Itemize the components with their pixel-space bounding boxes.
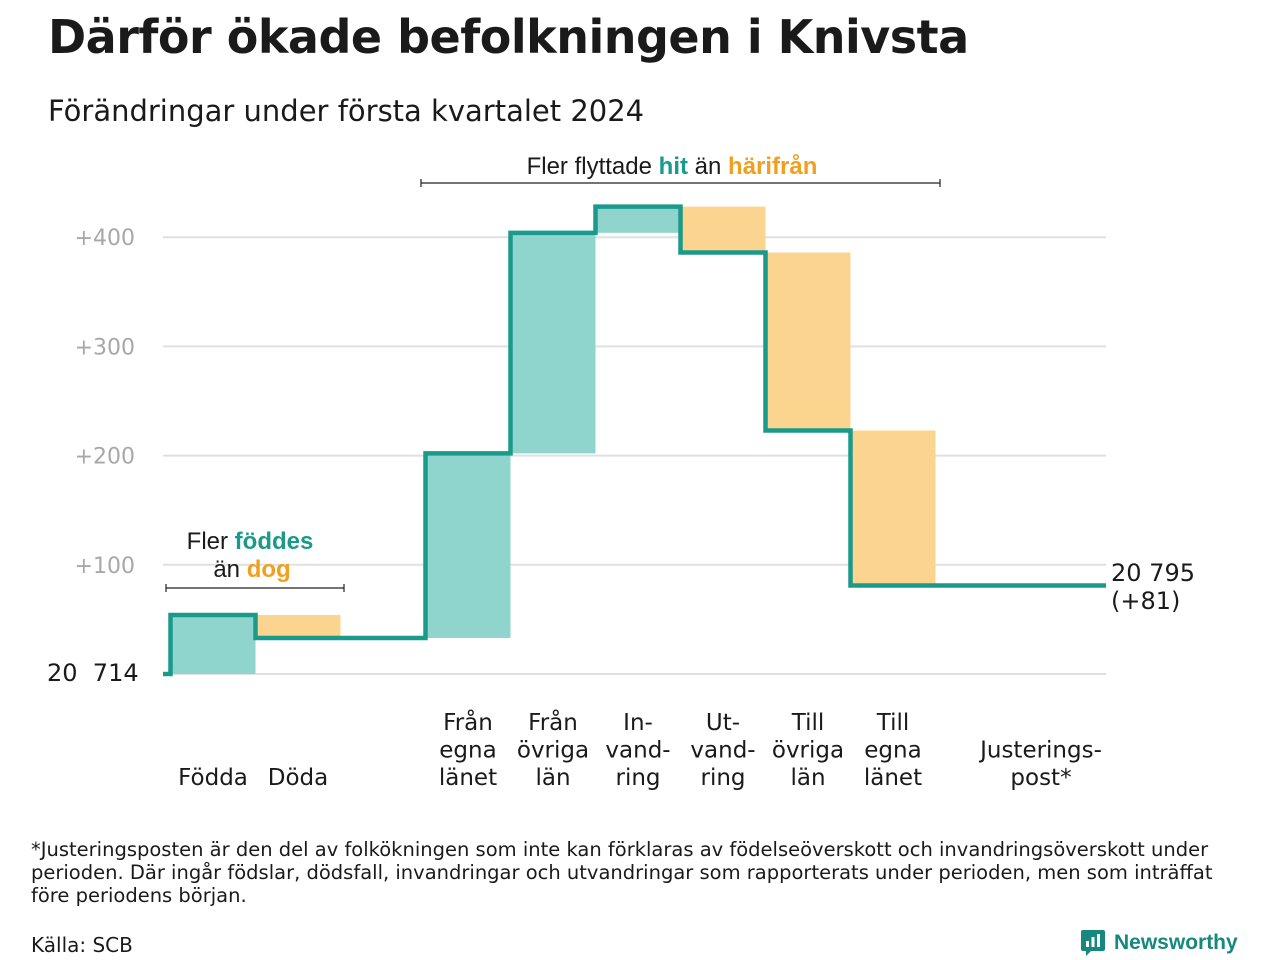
migration-anno-orange: härifrån	[728, 153, 817, 180]
waterfall-chart: +100+200+300+400 Födda DödaFrånegnalänetF…	[47, 153, 1203, 791]
births-annotation: Fler föddes än dog	[165, 528, 345, 592]
brand-name: Newsworthy	[1114, 931, 1238, 954]
migration-anno-middle: än	[695, 153, 722, 180]
bar-från-övriga-län	[510, 232, 596, 454]
svg-text:Fler föddes: Fler föddes	[187, 528, 314, 555]
category-label: Ut-	[706, 710, 740, 736]
category-label: ring	[615, 765, 660, 791]
brand-logo: Newsworthy	[1080, 928, 1238, 958]
category-label: övriga	[772, 738, 844, 764]
bar-födda	[170, 615, 256, 674]
category-label: länet	[439, 765, 497, 791]
svg-text:Fler flyttade hit: Fler flyttade hit än härifrån	[527, 153, 818, 180]
category-label: vand-	[690, 738, 755, 764]
running-total-line	[163, 204, 1106, 677]
category-label: Till	[791, 710, 825, 736]
category-label: vand-	[605, 738, 670, 764]
end-value-label: 20 795 (+81)	[1111, 559, 1203, 615]
category-label: egna	[439, 738, 496, 764]
end-population: 20 795	[1111, 559, 1195, 587]
migration-annotation: Fler flyttade hit än härifrån	[420, 153, 941, 187]
category-label: ring	[700, 765, 745, 791]
births-anno-teal: föddes	[235, 528, 314, 555]
source-label: Källa: SCB	[31, 933, 133, 957]
category-label: In-	[623, 710, 653, 736]
births-anno-fler: Fler	[187, 528, 228, 555]
bar-döda	[255, 615, 341, 638]
bar-från-egna-länet	[425, 453, 511, 638]
migration-anno-teal: hit	[659, 153, 688, 180]
footnote: *Justeringsposten är den del av folkökni…	[31, 838, 1213, 907]
births-anno-orange: dog	[247, 556, 291, 583]
category-label: övriga	[517, 738, 589, 764]
bar-invandring	[595, 206, 681, 233]
chart-title: Därför ökade befolkningen i Knivsta	[48, 10, 969, 64]
category-label: Födda	[178, 765, 248, 791]
gridlines	[163, 236, 1106, 675]
category-labels: Födda DödaFrånegnalänetFrånövrigalänIn-va…	[178, 708, 1102, 791]
bar-utvandring	[680, 206, 766, 253]
end-change: (+81)	[1111, 587, 1180, 615]
chart-subtitle: Förändringar under första kvartalet 2024	[48, 94, 645, 128]
y-tick-labels: +100 +200 +300 +400	[75, 226, 135, 579]
y-tick-label: +300	[75, 335, 135, 360]
svg-text:än dog: än dog	[213, 556, 290, 583]
y-tick-label: +400	[75, 226, 135, 251]
migration-anno-prefix: Fler flyttade	[527, 153, 652, 180]
running-total-step-line	[163, 204, 1106, 677]
y-tick-label: +200	[75, 445, 135, 470]
category-label: egna	[864, 738, 921, 764]
newsworthy-logo-icon	[1081, 930, 1105, 956]
bars	[170, 206, 936, 674]
category-label: Från	[443, 708, 493, 736]
category-label: post*	[1010, 765, 1071, 791]
start-value-label: 20 714	[47, 659, 139, 687]
category-label: Justerings-	[978, 738, 1102, 764]
category-label: Döda	[268, 765, 328, 791]
category-label: län	[535, 765, 570, 791]
y-tick-label: +100	[75, 554, 135, 579]
births-anno-an: än	[213, 556, 240, 583]
category-label: Till	[876, 710, 910, 736]
bar-till-övriga-län	[765, 252, 851, 431]
category-label: län	[790, 765, 825, 791]
category-label: Från	[528, 708, 578, 736]
category-label: länet	[864, 765, 922, 791]
bar-till-egna-länet	[850, 430, 936, 586]
